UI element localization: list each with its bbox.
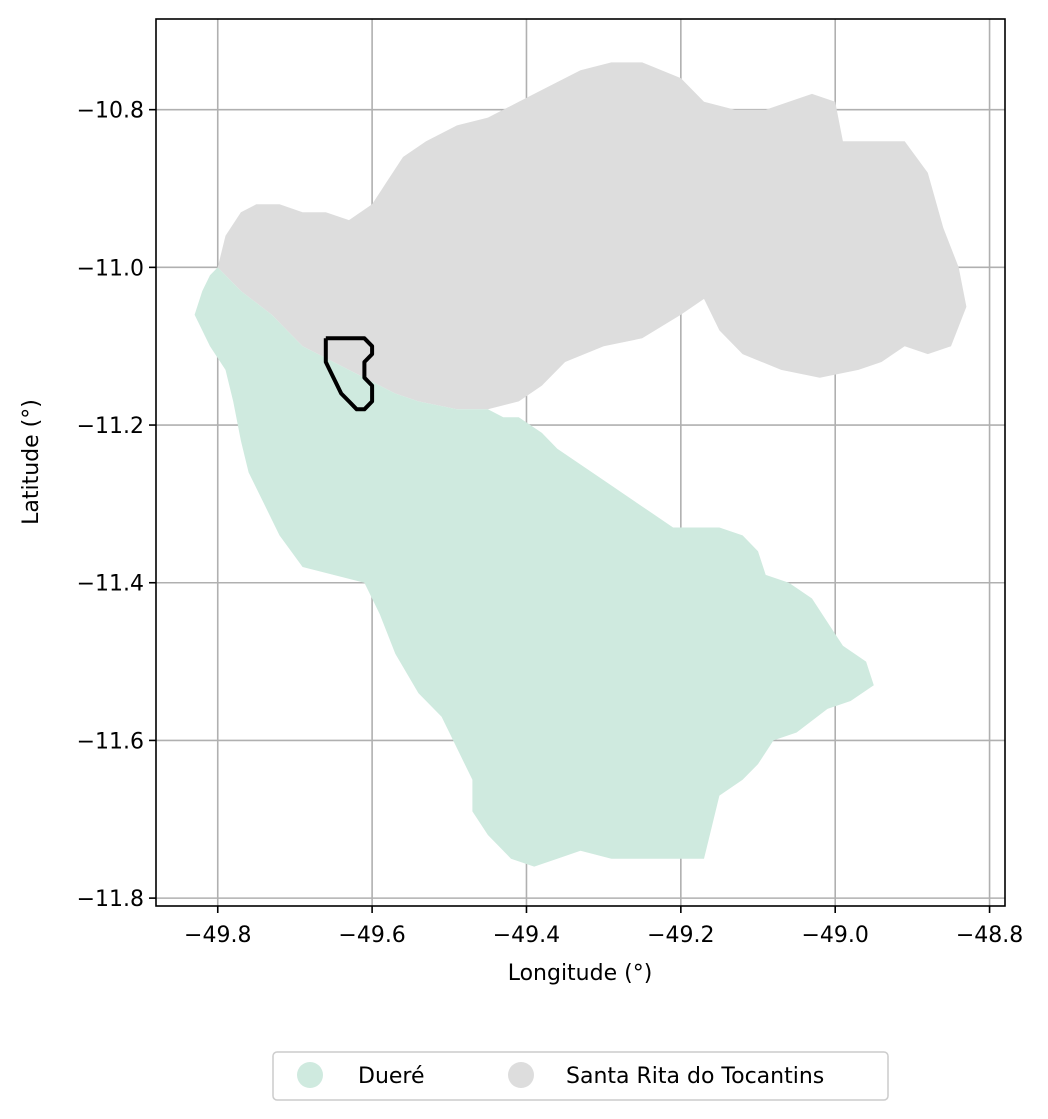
y-tick-label: −11.0 (77, 256, 144, 281)
y-tick-label: −11.6 (77, 729, 144, 754)
region-duere (194, 267, 874, 867)
legend-label-santa-rita: Santa Rita do Tocantins (566, 1064, 824, 1089)
regions (194, 62, 967, 867)
x-tick-label: −49.0 (801, 923, 868, 948)
plot-frame (155, 18, 1006, 907)
x-tick-label: −48.8 (956, 923, 1023, 948)
y-ticks: −10.8 −11.0 −11.2 −11.4 −11.6 −11.8 (77, 99, 156, 912)
legend-label-duere: Dueré (358, 1064, 425, 1089)
legend-marker-santa-rita (508, 1062, 534, 1088)
y-axis-label: Latitude (°) (19, 399, 44, 525)
y-tick-label: −11.8 (77, 887, 144, 912)
x-tick-label: −49.2 (647, 923, 714, 948)
legend: Dueré Santa Rita do Tocantins (272, 1051, 889, 1101)
x-tick-label: −49.4 (493, 923, 560, 948)
x-ticks: −49.8 −49.6 −49.4 −49.2 −49.0 −48.8 (184, 906, 1023, 948)
region-santa-rita-do-tocantins (217, 62, 967, 410)
outline-boundary (323, 336, 375, 412)
legend-box (272, 1051, 889, 1101)
y-tick-label: −11.4 (77, 572, 144, 597)
x-axis-label: Longitude (°) (508, 961, 653, 986)
x-tick-label: −49.6 (338, 923, 405, 948)
outline (323, 336, 375, 412)
legend-marker-duere (297, 1062, 323, 1088)
y-tick-label: −10.8 (77, 99, 144, 124)
x-tick-label: −49.8 (184, 923, 251, 948)
y-tick-label: −11.2 (77, 414, 144, 439)
